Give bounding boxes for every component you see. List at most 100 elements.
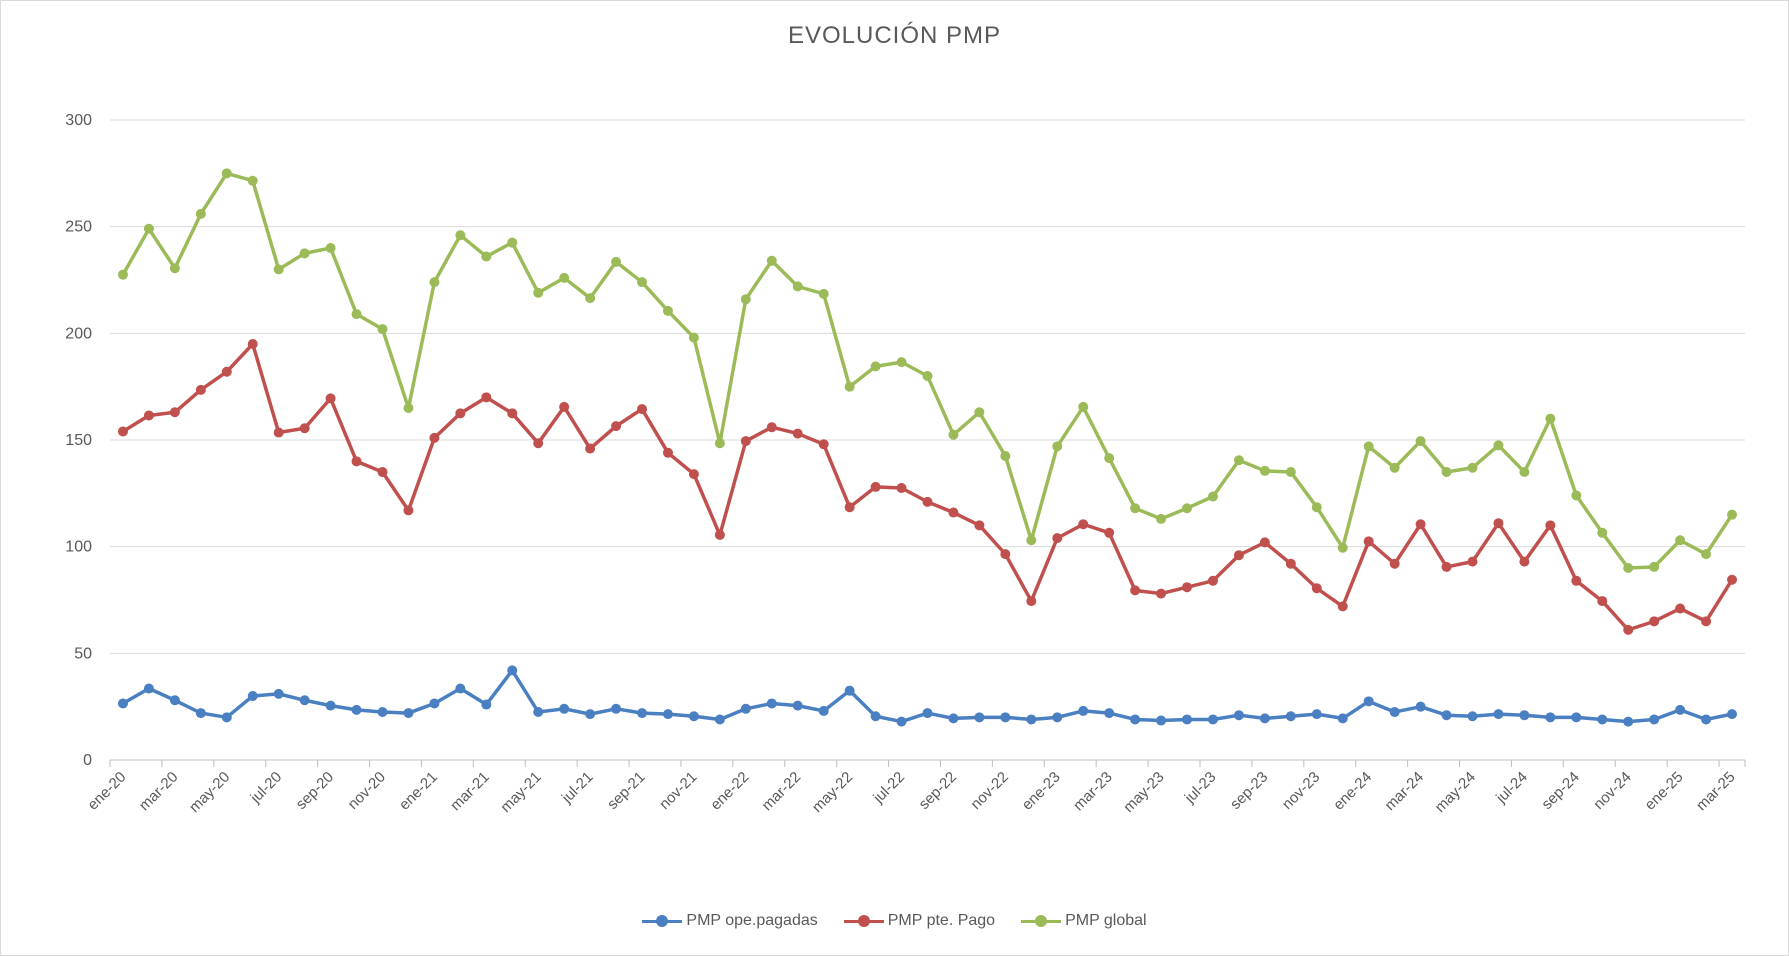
x-tick-label: sep-22 <box>916 769 960 813</box>
data-point <box>1052 441 1063 452</box>
data-point <box>818 439 829 450</box>
data-point <box>1104 527 1115 538</box>
data-point <box>169 407 180 418</box>
data-point <box>1052 533 1063 544</box>
x-tick-label: ene-25 <box>1642 769 1687 814</box>
legend-swatch-icon <box>1021 914 1062 928</box>
data-point <box>1182 714 1193 725</box>
data-point <box>1545 520 1556 531</box>
data-point <box>766 698 777 709</box>
x-tick-label: nov-21 <box>656 769 700 813</box>
data-point <box>1182 582 1193 593</box>
data-point <box>844 685 855 696</box>
data-point <box>1519 556 1530 567</box>
x-tick-label: sep-23 <box>1227 769 1271 813</box>
legend-item-pte-pago: PMP pte. Pago <box>843 912 995 930</box>
data-point <box>662 305 673 316</box>
data-point <box>1182 503 1193 514</box>
data-point <box>143 223 154 234</box>
data-point <box>1519 710 1530 721</box>
data-point <box>533 438 544 449</box>
data-point <box>1597 527 1608 538</box>
x-tick-label: ene-24 <box>1330 769 1375 814</box>
data-point <box>1649 714 1660 725</box>
data-point <box>1467 711 1478 722</box>
data-point <box>1701 714 1712 725</box>
data-point <box>1337 542 1348 553</box>
data-point <box>1493 709 1504 720</box>
data-point <box>1727 509 1738 520</box>
data-point <box>247 175 258 186</box>
data-point <box>896 483 907 493</box>
data-point <box>195 384 206 395</box>
data-point <box>1311 583 1322 594</box>
series-line <box>122 342 1734 632</box>
data-point <box>1571 575 1582 586</box>
data-point <box>766 422 777 433</box>
data-point <box>403 505 414 516</box>
data-point <box>1597 596 1608 607</box>
data-point <box>403 403 414 413</box>
data-point <box>1467 556 1478 567</box>
data-point <box>1623 563 1634 573</box>
x-tick-label: mar-22 <box>759 769 805 815</box>
x-tick-label: jul-22 <box>869 769 908 808</box>
data-point <box>896 716 907 727</box>
data-point <box>1259 713 1270 724</box>
data-point <box>481 699 492 710</box>
data-point <box>299 248 310 259</box>
data-point <box>325 700 336 711</box>
data-point <box>325 243 336 253</box>
data-point <box>1207 491 1218 502</box>
data-point <box>662 447 673 458</box>
data-point <box>377 707 388 717</box>
data-point <box>1545 413 1556 424</box>
data-point <box>585 709 596 720</box>
data-point <box>117 698 128 709</box>
x-tick-label: mar-24 <box>1382 769 1428 815</box>
data-point <box>1727 709 1738 720</box>
data-point <box>637 708 648 719</box>
data-point <box>1259 537 1270 548</box>
data-point <box>1078 401 1089 412</box>
data-point <box>1078 519 1089 530</box>
data-point <box>273 264 284 275</box>
data-point <box>117 426 128 437</box>
data-point <box>299 695 310 706</box>
data-point <box>948 429 959 440</box>
data-point <box>1000 549 1011 560</box>
data-point <box>1026 596 1037 607</box>
data-point <box>455 230 466 241</box>
data-point <box>533 287 544 298</box>
data-point <box>1493 518 1504 529</box>
data-point <box>1727 574 1738 585</box>
data-point <box>1259 465 1270 476</box>
data-point <box>533 707 544 717</box>
data-point <box>1493 440 1504 451</box>
data-point <box>221 712 232 723</box>
x-tick-label: jul-23 <box>1181 769 1220 808</box>
data-point <box>818 705 829 716</box>
data-point <box>896 357 907 368</box>
x-tick-label: nov-22 <box>967 769 1011 813</box>
data-point <box>1623 716 1634 727</box>
data-point <box>1467 462 1478 473</box>
data-point <box>1415 519 1426 530</box>
data-point <box>559 703 570 714</box>
data-point <box>1701 616 1712 627</box>
data-point <box>1130 503 1141 514</box>
data-point <box>247 691 258 701</box>
data-point <box>1233 550 1244 561</box>
data-point <box>169 695 180 706</box>
data-point <box>714 438 725 449</box>
x-tick-label: ene-21 <box>396 769 441 814</box>
y-tick-label: 0 <box>83 752 92 769</box>
x-tick-label: mar-25 <box>1693 769 1739 815</box>
data-point <box>377 324 388 335</box>
data-point <box>429 432 440 443</box>
x-tick-label: ene-22 <box>707 769 752 814</box>
x-tick-label: may-24 <box>1432 769 1479 816</box>
data-point <box>870 711 881 722</box>
data-point <box>481 392 492 403</box>
data-point <box>1285 558 1296 569</box>
